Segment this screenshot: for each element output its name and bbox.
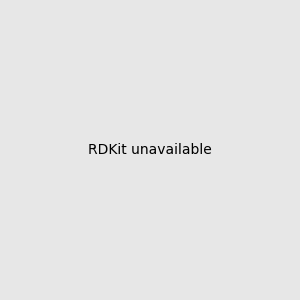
Text: RDKit unavailable: RDKit unavailable <box>88 143 212 157</box>
